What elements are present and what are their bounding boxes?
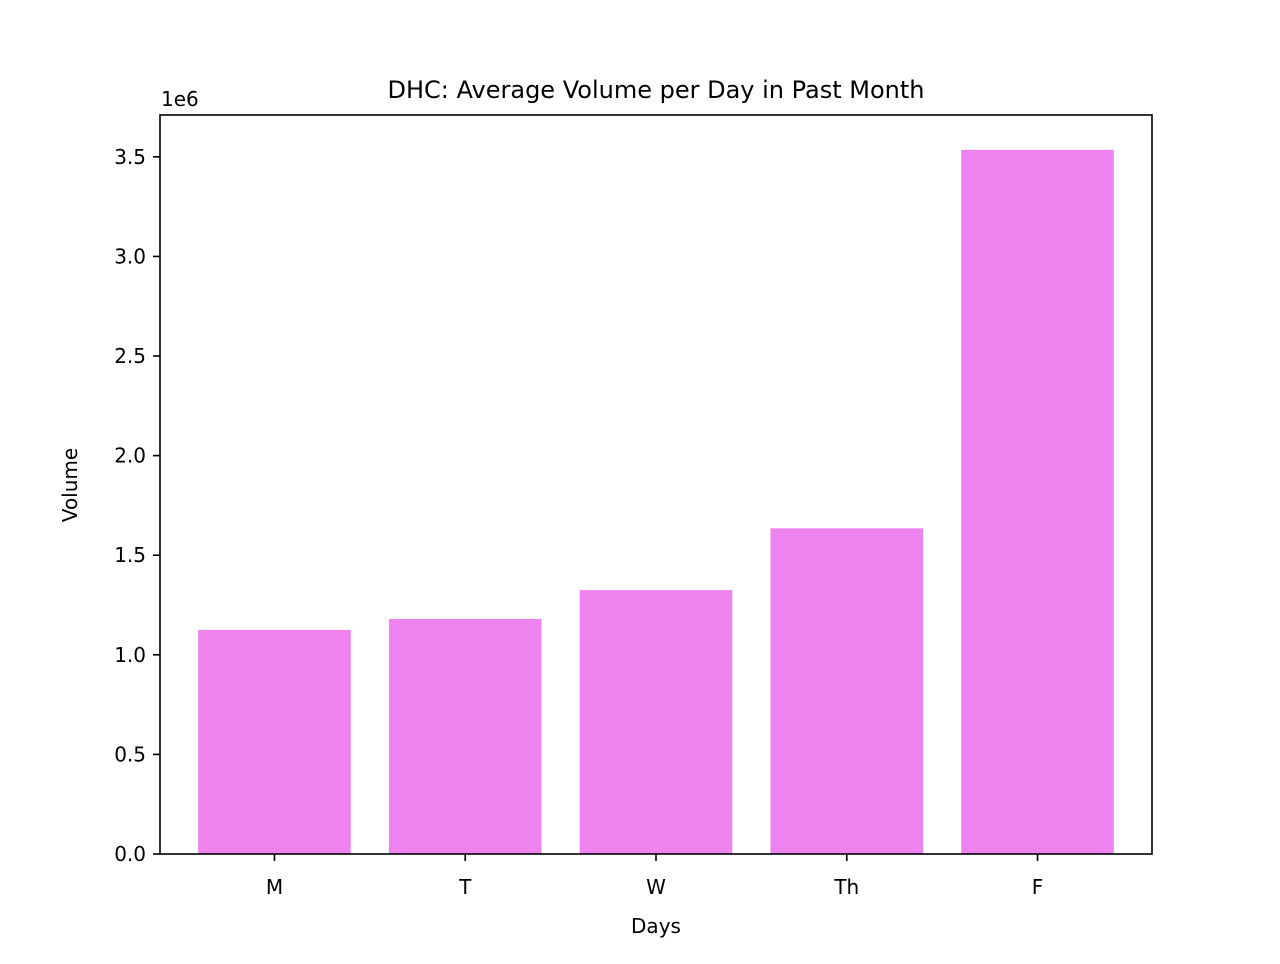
- bars-group: [198, 149, 1114, 854]
- x-axis-label: Days: [631, 914, 681, 938]
- y-tick-label: 1.5: [114, 543, 146, 567]
- bar-f: [961, 149, 1114, 854]
- x-tick-label: T: [458, 875, 472, 899]
- x-tick-label: Th: [833, 875, 859, 899]
- y-offset-label: 1e6: [161, 87, 199, 111]
- bar-m: [198, 629, 351, 854]
- y-ticks-group: 0.0 0.5 1.0 1.5 2.0 2.5 3.0 3.5: [114, 145, 160, 866]
- y-tick-label: 0.0: [114, 842, 146, 866]
- x-tick-label: F: [1032, 875, 1044, 899]
- y-tick-label: 2.0: [114, 444, 146, 468]
- y-tick-label: 1.0: [114, 643, 146, 667]
- y-tick-label: 3.0: [114, 244, 146, 268]
- x-ticks-group: M T W Th F: [266, 854, 1043, 899]
- bar-th: [770, 528, 924, 854]
- bar-t: [388, 618, 542, 854]
- bar-w: [579, 590, 733, 854]
- plot-frame: [159, 114, 1153, 855]
- x-tick-label: M: [266, 875, 283, 899]
- x-tick-label: W: [646, 875, 666, 899]
- y-axis-label: Volume: [58, 448, 82, 522]
- y-tick-label: 3.5: [114, 145, 146, 169]
- y-tick-label: 2.5: [114, 344, 146, 368]
- chart-title: DHC: Average Volume per Day in Past Mont…: [388, 76, 925, 104]
- y-tick-label: 0.5: [114, 742, 146, 766]
